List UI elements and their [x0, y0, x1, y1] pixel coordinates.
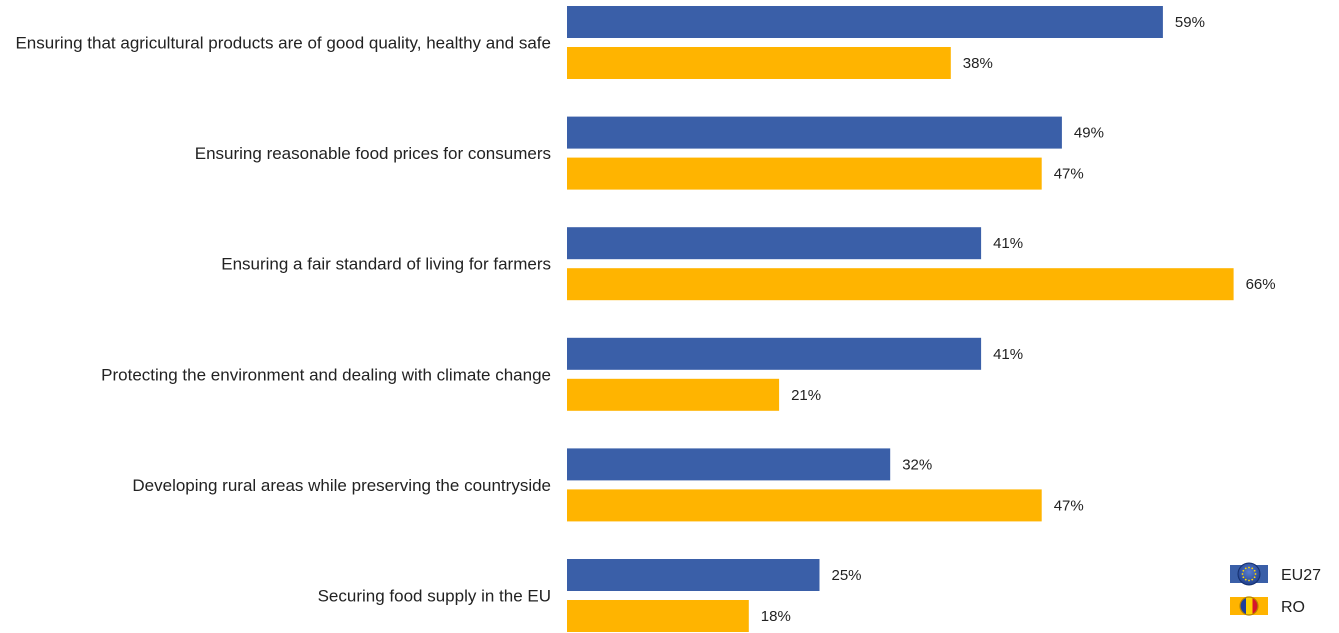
legend: EU27 RO	[1230, 562, 1321, 616]
eu-star	[1244, 567, 1247, 570]
bar-ro	[567, 47, 951, 79]
category-label: Developing rural areas while preserving …	[132, 476, 551, 495]
category-label: Securing food supply in the EU	[318, 587, 551, 606]
eu-star	[1254, 573, 1257, 575]
data-label: 25%	[832, 567, 862, 584]
legend-item-eu27: EU27	[1230, 562, 1321, 586]
category-group: Developing rural areas while preserving …	[132, 448, 1084, 522]
category-label: Ensuring a fair standard of living for f…	[221, 255, 551, 274]
bar-ro	[567, 378, 780, 411]
data-label: 47%	[1054, 497, 1084, 514]
bar-ro	[567, 157, 1042, 190]
bar-eu27	[567, 559, 820, 591]
eu-star	[1248, 566, 1250, 569]
bars-layer: Ensuring that agricultural products are …	[15, 6, 1276, 632]
category-label: Ensuring that agricultural products are …	[15, 34, 551, 53]
eu-star	[1253, 576, 1256, 579]
data-label: 21%	[791, 387, 821, 404]
legend-label: RO	[1281, 599, 1305, 616]
bar-eu27	[567, 337, 982, 370]
bar-eu27	[567, 227, 982, 260]
ro-stripe-red	[1252, 597, 1258, 615]
eu-star	[1241, 573, 1244, 575]
legend-item-ro: RO	[1230, 596, 1305, 616]
category-label: Protecting the environment and dealing w…	[101, 365, 551, 384]
category-group: Ensuring a fair standard of living for f…	[221, 227, 1276, 301]
data-label: 47%	[1054, 166, 1084, 183]
ro-stripe-yellow	[1246, 597, 1253, 615]
bar-ro	[567, 489, 1042, 522]
data-label: 66%	[1246, 276, 1276, 293]
eu-star	[1248, 579, 1250, 582]
data-label: 41%	[993, 346, 1023, 363]
bar-eu27	[567, 116, 1062, 149]
data-label: 18%	[761, 608, 791, 625]
eu-star	[1253, 569, 1256, 572]
category-label: Ensuring reasonable food prices for cons…	[195, 144, 551, 163]
category-group: Ensuring that agricultural products are …	[15, 6, 1205, 79]
eu-flag-circle	[1237, 562, 1261, 586]
bar-eu27	[567, 6, 1163, 38]
eu-star	[1251, 567, 1254, 570]
ro-stripe-blue	[1240, 597, 1247, 615]
data-label: 59%	[1175, 14, 1205, 31]
category-group: Protecting the environment and dealing w…	[101, 337, 1023, 411]
category-group: Ensuring reasonable food prices for cons…	[195, 116, 1104, 190]
ro-flag-ring	[1239, 596, 1259, 616]
data-label: 41%	[993, 235, 1023, 252]
category-group: Securing food supply in the EU 25% 18%	[318, 559, 862, 632]
eu-flag-icon	[1237, 562, 1261, 586]
legend-label: EU27	[1281, 567, 1321, 584]
eu-star	[1242, 576, 1245, 579]
bar-eu27	[567, 448, 891, 481]
eu-star	[1244, 578, 1247, 581]
data-label: 38%	[963, 55, 993, 72]
data-label: 49%	[1074, 125, 1104, 142]
eu-star	[1251, 578, 1254, 581]
bar-ro	[567, 600, 749, 632]
data-label: 32%	[902, 456, 932, 473]
bar-ro	[567, 268, 1234, 301]
eu-star	[1242, 569, 1245, 572]
romania-flag-icon	[1240, 597, 1258, 615]
